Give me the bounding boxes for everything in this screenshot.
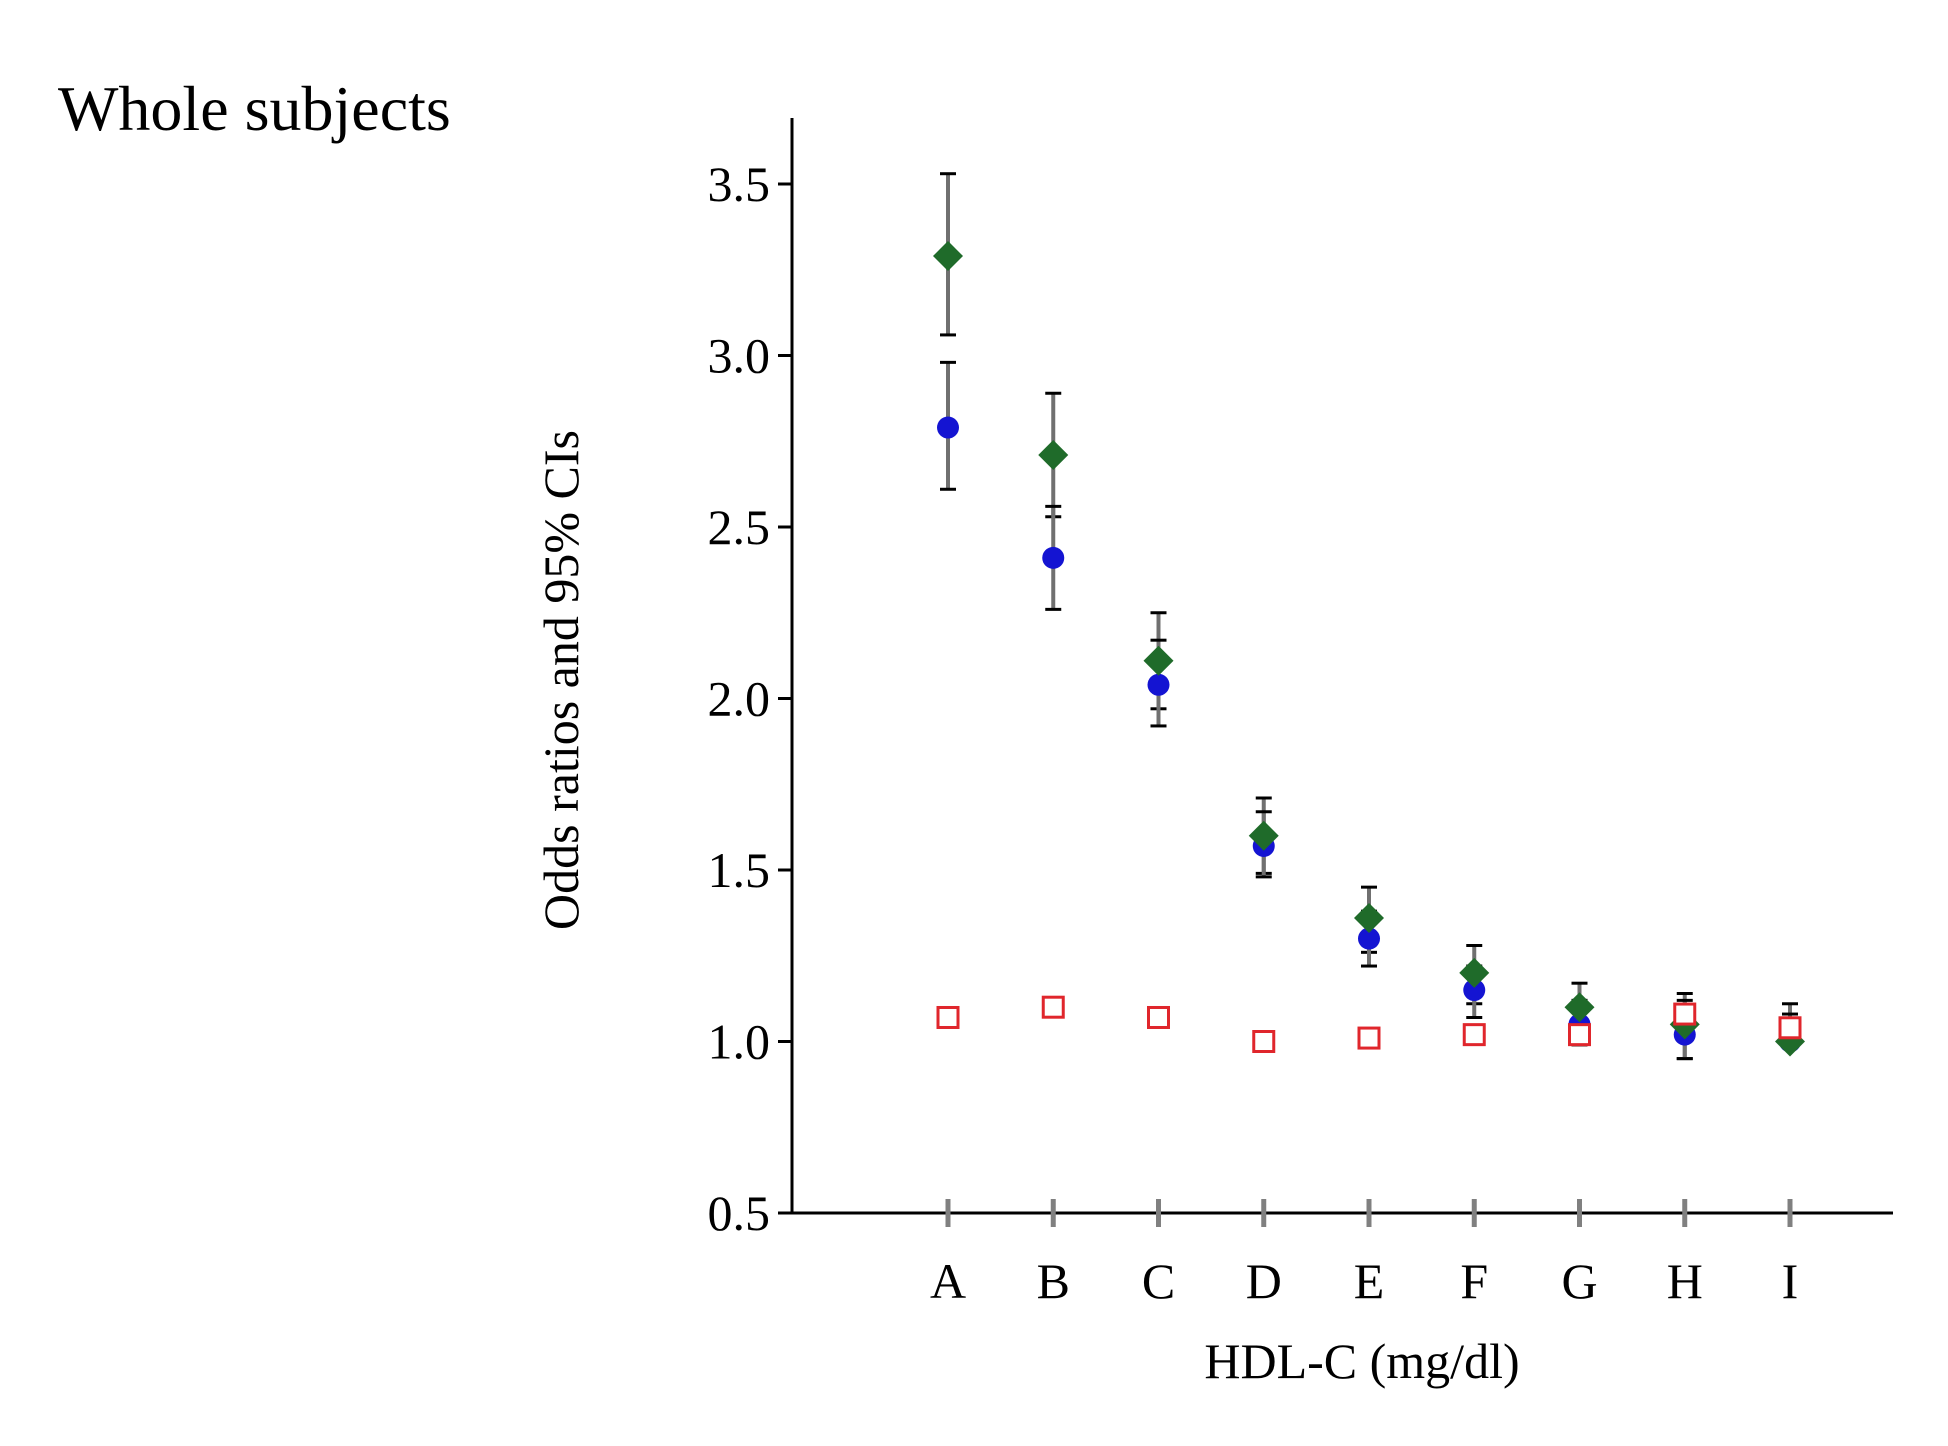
point-green-diamond (933, 241, 963, 272)
point-blue-circle (1358, 927, 1380, 950)
point-blue-circle (937, 416, 959, 439)
y-tick-label: 1.0 (708, 1014, 771, 1070)
point-green-diamond (1038, 439, 1069, 470)
x-axis-label: HDL-C (mg/dl) (1204, 1333, 1519, 1389)
point-red-square (1778, 1016, 1802, 1040)
axes: 0.5 1.0 1.5 2.0 2.5 3.0 3.5 A B C D E F G H I (708, 118, 1893, 1309)
point-green-diamond (1143, 645, 1174, 676)
y-axis-label: Odds ratios and 95% CIs (533, 430, 589, 930)
point-red-square (936, 1005, 960, 1029)
y-tick-label: 3.5 (708, 156, 771, 212)
x-tick-label: G (1561, 1253, 1597, 1309)
point-red-square (1252, 1030, 1276, 1053)
x-tick-label: E (1354, 1253, 1385, 1309)
x-tick-label: H (1667, 1253, 1703, 1309)
point-red-square (1041, 995, 1065, 1019)
x-tick-label: B (1037, 1253, 1070, 1309)
point-red-square (1673, 1002, 1697, 1026)
point-blue-circle (1463, 979, 1486, 1002)
plot-marks (933, 172, 1805, 1061)
y-tick-label: 2.0 (708, 671, 771, 727)
y-tick-label: 3.0 (708, 328, 771, 384)
point-red-square (1147, 1005, 1170, 1029)
x-tick-label: I (1782, 1253, 1799, 1309)
point-green-diamond (1354, 903, 1384, 934)
y-tick-label: 2.5 (708, 499, 771, 555)
point-blue-circle (1147, 673, 1170, 696)
point-blue-circle (1042, 546, 1065, 569)
point-green-diamond (1564, 992, 1595, 1023)
y-tick-label: 0.5 (708, 1185, 771, 1241)
point-red-square (1568, 1023, 1591, 1047)
x-tick-label: A (930, 1253, 966, 1309)
chart-title: Whole subjects (58, 73, 451, 144)
point-green-diamond (1459, 957, 1490, 988)
y-tick-label: 1.5 (708, 842, 771, 898)
x-tick-label: F (1460, 1253, 1488, 1309)
x-tick-label: D (1246, 1253, 1282, 1309)
point-red-square (1462, 1023, 1486, 1047)
point-red-square (1357, 1026, 1381, 1050)
point-green-diamond (1248, 820, 1279, 851)
x-tick-label: C (1142, 1253, 1175, 1309)
